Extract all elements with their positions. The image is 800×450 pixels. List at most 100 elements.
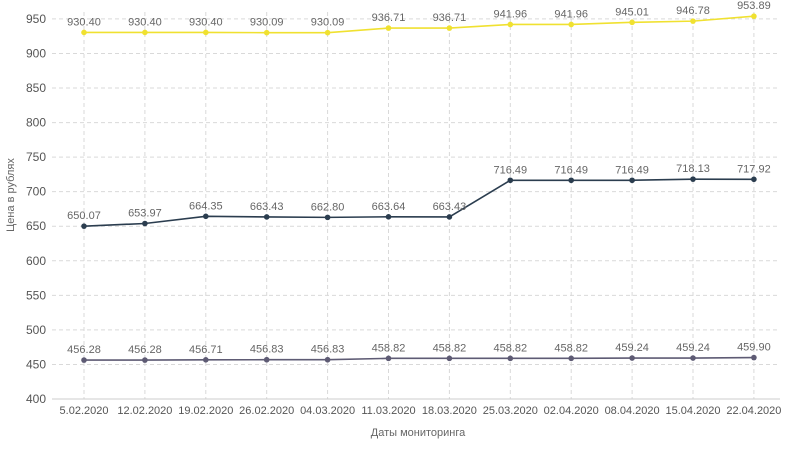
- y-tick-label: 950: [26, 12, 46, 26]
- data-label: 458.82: [372, 342, 406, 354]
- data-point: [690, 18, 696, 24]
- data-label: 716.49: [615, 164, 649, 176]
- data-label: 717.92: [737, 163, 771, 175]
- data-label: 458.82: [433, 342, 467, 354]
- data-point: [324, 214, 331, 221]
- data-label: 456.28: [128, 344, 162, 356]
- x-tick-label: 11.03.2020: [361, 405, 415, 417]
- data-point: [203, 213, 209, 220]
- x-tick-label: 25.03.2020: [483, 405, 538, 417]
- data-point: [263, 29, 270, 36]
- data-point: [446, 25, 453, 31]
- data-label: 930.40: [189, 16, 223, 28]
- data-point: [690, 176, 696, 182]
- y-tick-label: 650: [26, 219, 46, 233]
- data-label: 459.24: [615, 342, 649, 354]
- data-label: 716.49: [493, 164, 527, 176]
- data-point: [324, 29, 331, 36]
- x-tick-label: 02.04.2020: [544, 405, 599, 417]
- data-point: [629, 19, 635, 26]
- data-label: 664.35: [189, 200, 223, 212]
- grid: [52, 12, 780, 399]
- y-tick-label: 750: [26, 150, 46, 164]
- series-line-2: [83, 178, 754, 227]
- data-point: [385, 214, 392, 220]
- data-label: 930.40: [67, 16, 101, 28]
- y-tick-label: 700: [26, 185, 46, 199]
- y-axis-title: Цена в рублях: [5, 158, 17, 232]
- data-label: 953.89: [737, 0, 771, 12]
- x-tick-label: 5.02.2020: [60, 405, 109, 417]
- y-tick-label: 550: [26, 288, 46, 302]
- x-tick-label: 08.04.2020: [605, 405, 660, 417]
- y-tick-label: 400: [26, 392, 46, 406]
- data-point: [203, 29, 209, 36]
- data-label: 716.49: [554, 164, 588, 176]
- data-point: [507, 177, 514, 184]
- data-label: 456.83: [311, 344, 345, 356]
- data-label: 653.97: [128, 207, 162, 219]
- x-tick-label: 26.02.2020: [239, 405, 294, 417]
- data-point: [446, 355, 453, 362]
- data-label: 718.13: [676, 163, 710, 175]
- data-label: 930.40: [128, 16, 162, 28]
- data-point: [385, 355, 392, 362]
- data-point: [142, 220, 148, 227]
- data-point: [751, 13, 757, 20]
- data-label: 456.71: [189, 344, 223, 356]
- data-point: [751, 176, 757, 183]
- series: [81, 13, 757, 363]
- x-tick-label: 19.02.2020: [178, 405, 233, 417]
- data-label: 946.78: [676, 5, 710, 17]
- data-label: 663.43: [433, 201, 467, 213]
- data-point: [263, 214, 270, 220]
- y-tick-label: 800: [26, 116, 46, 130]
- data-label: 936.71: [433, 12, 467, 24]
- data-point: [507, 21, 514, 28]
- x-tick-label: 15.04.2020: [665, 405, 720, 417]
- data-label: 663.64: [372, 201, 406, 213]
- data-label: 458.82: [493, 342, 527, 354]
- y-tick-label: 900: [26, 46, 46, 60]
- data-label: 456.83: [250, 344, 284, 356]
- data-label: 930.09: [250, 17, 284, 29]
- data-label: 930.09: [311, 17, 345, 29]
- x-axis-title: Даты мониторинга: [371, 427, 466, 439]
- y-tick-label: 600: [26, 254, 46, 268]
- data-point: [568, 177, 574, 184]
- data-point: [751, 354, 757, 361]
- data-point: [629, 177, 635, 184]
- data-label: 662.80: [311, 201, 345, 213]
- data-point: [81, 357, 87, 363]
- data-point: [568, 355, 574, 362]
- x-tick-label: 12.02.2020: [117, 405, 172, 417]
- data-point: [507, 355, 514, 362]
- data-labels: 930.40 930.40 930.40 930.09 930.09 936.71 936.…: [67, 0, 771, 356]
- y-tick-label: 850: [26, 81, 46, 95]
- data-label: 941.96: [554, 8, 588, 20]
- data-label: 941.96: [493, 8, 527, 20]
- data-label: 459.24: [676, 342, 710, 354]
- data-label: 456.28: [67, 344, 101, 356]
- x-tick-label: 22.04.2020: [726, 405, 781, 417]
- y-tick-label: 500: [26, 323, 46, 337]
- data-point: [142, 29, 148, 36]
- data-point: [81, 29, 87, 36]
- data-label: 945.01: [615, 6, 649, 18]
- x-tick-label: 04.03.2020: [300, 405, 355, 417]
- data-point: [142, 357, 148, 363]
- series-line-3: [84, 356, 754, 361]
- data-point: [385, 25, 392, 31]
- data-point: [263, 356, 270, 363]
- series-line-1: [84, 15, 754, 34]
- data-label: 650.07: [67, 210, 101, 222]
- data-label: 458.82: [554, 342, 588, 354]
- data-point: [690, 355, 696, 361]
- data-point: [203, 357, 209, 363]
- axes: 400 450 500 550 600 650 700 750 800 850 900 950 5.02…: [26, 12, 781, 417]
- data-label: 663.43: [250, 201, 284, 213]
- y-tick-label: 450: [26, 357, 46, 371]
- data-point: [81, 223, 87, 229]
- data-point: [568, 21, 574, 28]
